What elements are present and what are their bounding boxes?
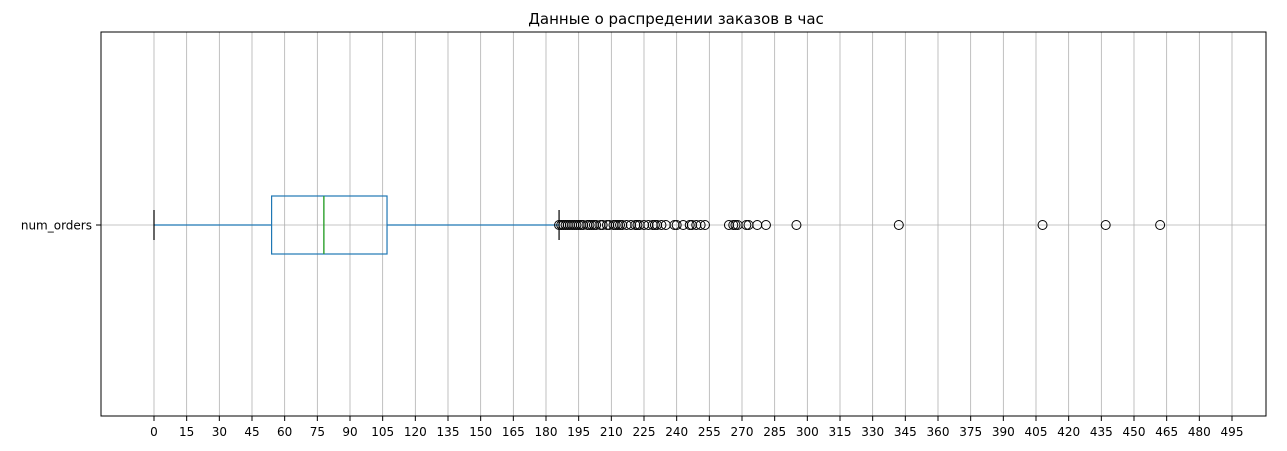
outlier-point — [1100, 220, 1111, 230]
y-axis-ticks: num_orders — [21, 219, 101, 233]
x-tick-label: 195 — [567, 425, 590, 439]
outlier-point — [791, 220, 802, 230]
x-tick-label: 150 — [469, 425, 492, 439]
x-tick-label: 75 — [310, 425, 325, 439]
outlier-point — [671, 220, 682, 230]
x-tick-label: 135 — [437, 425, 460, 439]
x-axis-ticks: 0 15 30 45 60 75 90 105 120 135 150 165 180 195 210 225… — [150, 416, 1243, 439]
box-group — [153, 195, 560, 255]
x-tick-label: 300 — [796, 425, 819, 439]
outlier-point — [760, 220, 771, 230]
outlier-point — [1037, 220, 1048, 230]
grid-lines — [101, 32, 1266, 416]
x-tick-label: 465 — [1155, 425, 1178, 439]
x-tick-label: 0 — [150, 425, 158, 439]
box-iqr — [271, 195, 388, 255]
outlier-point — [699, 220, 710, 230]
x-tick-label: 345 — [894, 425, 917, 439]
x-tick-label: 225 — [633, 425, 656, 439]
outlier-point — [591, 220, 602, 230]
x-tick-label: 420 — [1057, 425, 1080, 439]
x-tick-label: 360 — [927, 425, 950, 439]
outlier-point — [695, 220, 706, 230]
x-tick-label: 315 — [829, 425, 852, 439]
x-tick-label: 480 — [1188, 425, 1211, 439]
x-tick-label: 285 — [763, 425, 786, 439]
outlier-point — [893, 220, 904, 230]
x-tick-label: 45 — [244, 425, 259, 439]
chart-title: Данные о распредении заказов в час — [528, 10, 824, 28]
x-tick-label: 435 — [1090, 425, 1113, 439]
x-tick-label: 180 — [535, 425, 558, 439]
x-tick-label: 405 — [1025, 425, 1048, 439]
outlier-point — [656, 220, 667, 230]
x-tick-label: 30 — [212, 425, 227, 439]
x-tick-label: 165 — [502, 425, 525, 439]
plot-area-frame — [100, 31, 1267, 417]
x-tick-label: 255 — [698, 425, 721, 439]
x-tick-label: 495 — [1221, 425, 1244, 439]
outlier-points — [554, 220, 1166, 230]
x-tick-label: 15 — [179, 425, 194, 439]
x-tick-label: 60 — [277, 425, 292, 439]
outlier-point — [597, 220, 608, 230]
x-tick-label: 390 — [992, 425, 1015, 439]
x-tick-label: 210 — [600, 425, 623, 439]
x-tick-label: 270 — [731, 425, 754, 439]
y-tick-label: num_orders — [21, 219, 92, 233]
x-tick-label: 105 — [371, 425, 394, 439]
x-tick-label: 450 — [1123, 425, 1146, 439]
x-tick-label: 240 — [665, 425, 688, 439]
x-tick-label: 330 — [861, 425, 884, 439]
outlier-point — [1155, 220, 1166, 230]
x-tick-label: 375 — [959, 425, 982, 439]
x-tick-label: 120 — [404, 425, 427, 439]
x-tick-label: 90 — [342, 425, 357, 439]
